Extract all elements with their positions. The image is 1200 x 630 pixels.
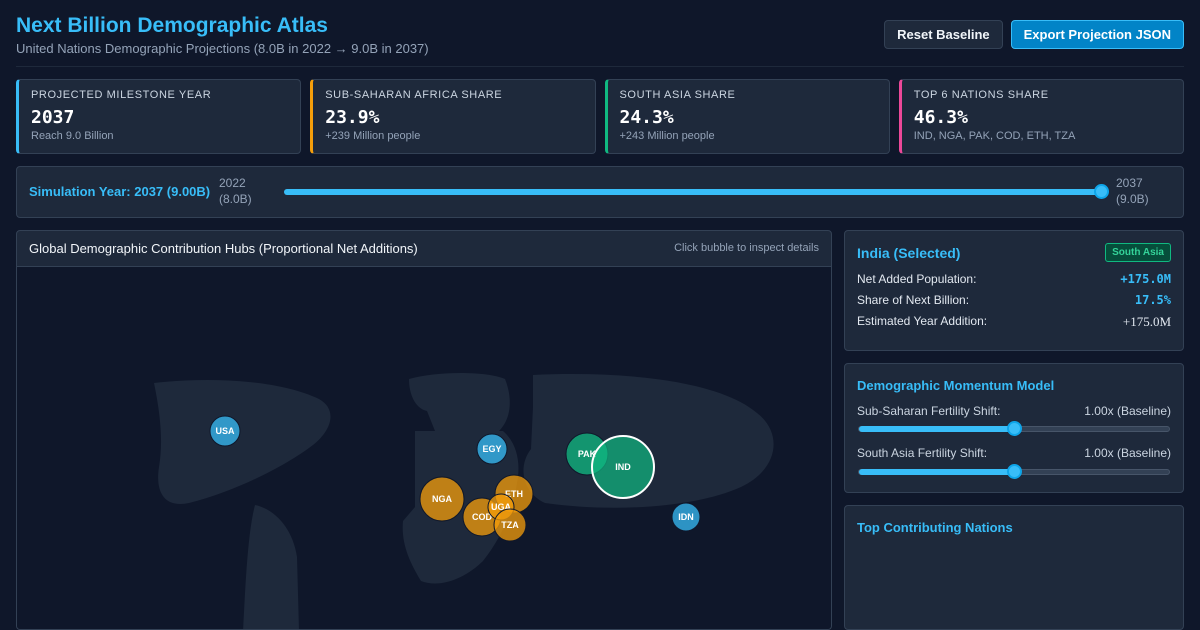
detail-row-net-added: Net Added Population: +175.0M: [857, 272, 1171, 286]
slider-max-year: 2037: [1116, 176, 1143, 190]
detail-label: Share of Next Billion:: [857, 293, 970, 307]
simulation-year-label: Simulation Year: 2037 (9.00B): [29, 184, 211, 199]
bubble-usa[interactable]: USA: [209, 415, 241, 447]
header-actions: Reset Baseline Export Projection JSON: [884, 20, 1184, 49]
kpi-note: Reach 9.0 Billion: [31, 130, 114, 142]
detail-row-share: Share of Next Billion: 17.5%: [857, 293, 1171, 307]
bubble-tza[interactable]: TZA: [493, 508, 527, 542]
country-details-title: India (Selected): [857, 245, 961, 261]
region-badge: South Asia: [1105, 243, 1171, 262]
year-slider-fill: [284, 189, 1102, 195]
simulation-bar: Simulation Year: 2037 (9.00B) 2022 (8.0B…: [16, 166, 1184, 218]
bubble-circle[interactable]: [419, 476, 465, 522]
south-asia-fertility-value: 1.00x (Baseline): [1084, 446, 1171, 460]
map-panel: Global Demographic Contribution Hubs (Pr…: [16, 230, 832, 630]
detail-label: Estimated Year Addition:: [857, 314, 988, 328]
south-asia-fertility-label: South Asia Fertility Shift:: [857, 446, 988, 460]
bubble-circle[interactable]: [671, 502, 701, 532]
detail-value: 17.5%: [1134, 293, 1171, 307]
kpi-note: +243 Million people: [619, 130, 715, 142]
kpi-value: 46.3%: [913, 107, 968, 128]
bubble-circle[interactable]: [209, 415, 241, 447]
kpi-value: 24.3%: [619, 107, 674, 128]
ssa-fertility-fill: [859, 426, 1015, 432]
map-hint: Click bubble to inspect details: [674, 242, 819, 254]
ssa-fertility-label: Sub-Saharan Fertility Shift:: [857, 404, 1001, 418]
kpi-value: 23.9%: [325, 107, 380, 128]
asia-landmass: [523, 374, 774, 508]
app-header: Next Billion Demographic Atlas United Na…: [16, 12, 1184, 67]
app-subtitle: United Nations Demographic Projections (…: [16, 41, 429, 56]
bubble-label: USA: [215, 426, 235, 436]
map-panel-header: Global Demographic Contribution Hubs (Pr…: [17, 231, 831, 267]
year-slider[interactable]: [284, 184, 1109, 199]
kpi-card-top6-share: Top 6 Nations Share 46.3% IND, NGA, PAK,…: [898, 79, 1184, 154]
reset-baseline-button[interactable]: Reset Baseline: [884, 20, 1003, 49]
momentum-title: Demographic Momentum Model: [857, 378, 1055, 393]
ssa-fertility-value: 1.00x (Baseline): [1084, 404, 1171, 418]
kpi-card-south-asia-share: South Asia Share 24.3% +243 Million peop…: [604, 79, 890, 154]
bubble-idn[interactable]: IDN: [671, 502, 701, 532]
map-title: Global Demographic Contribution Hubs (Pr…: [29, 241, 418, 256]
north-america-landmass: [154, 380, 331, 504]
kpi-label: South Asia Share: [619, 89, 736, 101]
kpi-card-ssa-share: Sub-Saharan Africa Share 23.9% +239 Mill…: [310, 79, 596, 154]
south-asia-fertility-thumb[interactable]: [1007, 464, 1022, 479]
kpi-value: 2037: [31, 107, 75, 128]
ssa-fertility-thumb[interactable]: [1007, 421, 1022, 436]
export-json-button[interactable]: Export Projection JSON: [1010, 20, 1184, 49]
detail-value: +175.0M: [1120, 272, 1171, 286]
bubble-circle[interactable]: [476, 433, 508, 465]
bubble-label: ETH: [505, 489, 523, 499]
kpi-label: Sub-Saharan Africa Share: [325, 89, 503, 101]
kpi-label: Top 6 Nations Share: [913, 89, 1049, 101]
detail-label: Net Added Population:: [857, 272, 977, 286]
bubble-label: COD: [472, 512, 493, 522]
south-asia-fertility-slider[interactable]: [858, 464, 1170, 479]
detail-row-year-addition: Estimated Year Addition: +175.0M: [857, 314, 1171, 329]
kpi-row: Projected Milestone Year 2037 Reach 9.0 …: [16, 79, 1184, 154]
bubble-label: IND: [615, 462, 631, 472]
bubble-circle[interactable]: [591, 435, 655, 499]
kpi-label: Projected Milestone Year: [31, 89, 212, 101]
bubble-label: IDN: [678, 512, 694, 522]
top-nations-panel: Top Contributing Nations: [844, 505, 1184, 630]
momentum-model-panel: Demographic Momentum Model Sub-Saharan F…: [844, 363, 1184, 493]
bubble-label: TZA: [501, 520, 519, 530]
slider-min-year: 2022: [219, 176, 246, 190]
bubble-label: NGA: [432, 494, 453, 504]
app-title: Next Billion Demographic Atlas: [16, 14, 328, 37]
kpi-card-milestone: Projected Milestone Year 2037 Reach 9.0 …: [16, 79, 302, 154]
slider-min-pop: (8.0B): [219, 192, 252, 206]
detail-value: +175.0M: [1122, 314, 1171, 329]
top-nations-title: Top Contributing Nations: [857, 520, 1013, 535]
country-details-panel: India (Selected) South Asia Net Added Po…: [844, 230, 1184, 351]
europe-landmass: [409, 373, 510, 431]
bubble-circle[interactable]: [493, 508, 527, 542]
slider-max-pop: (9.0B): [1116, 192, 1149, 206]
world-map: USA EGY NGA ETH COD UGA TZA PAK IND IDN: [17, 267, 831, 629]
bubble-label: UGA: [491, 502, 512, 512]
bubble-ind[interactable]: IND: [591, 435, 655, 499]
kpi-note: IND, NGA, PAK, COD, ETH, TZA: [913, 130, 1076, 142]
bubble-nga[interactable]: NGA: [419, 476, 465, 522]
south-america-landmass: [243, 505, 299, 629]
kpi-note: +239 Million people: [325, 130, 421, 142]
year-slider-thumb[interactable]: [1094, 184, 1109, 199]
slider-max-label: 2037 (9.0B): [1116, 175, 1149, 207]
bubble-label: PAK: [578, 449, 597, 459]
south-asia-fertility-fill: [859, 469, 1015, 475]
bubble-label: EGY: [482, 444, 501, 454]
slider-min-label: 2022 (8.0B): [219, 175, 252, 207]
ssa-fertility-slider[interactable]: [858, 421, 1170, 436]
bubble-egy[interactable]: EGY: [476, 433, 508, 465]
